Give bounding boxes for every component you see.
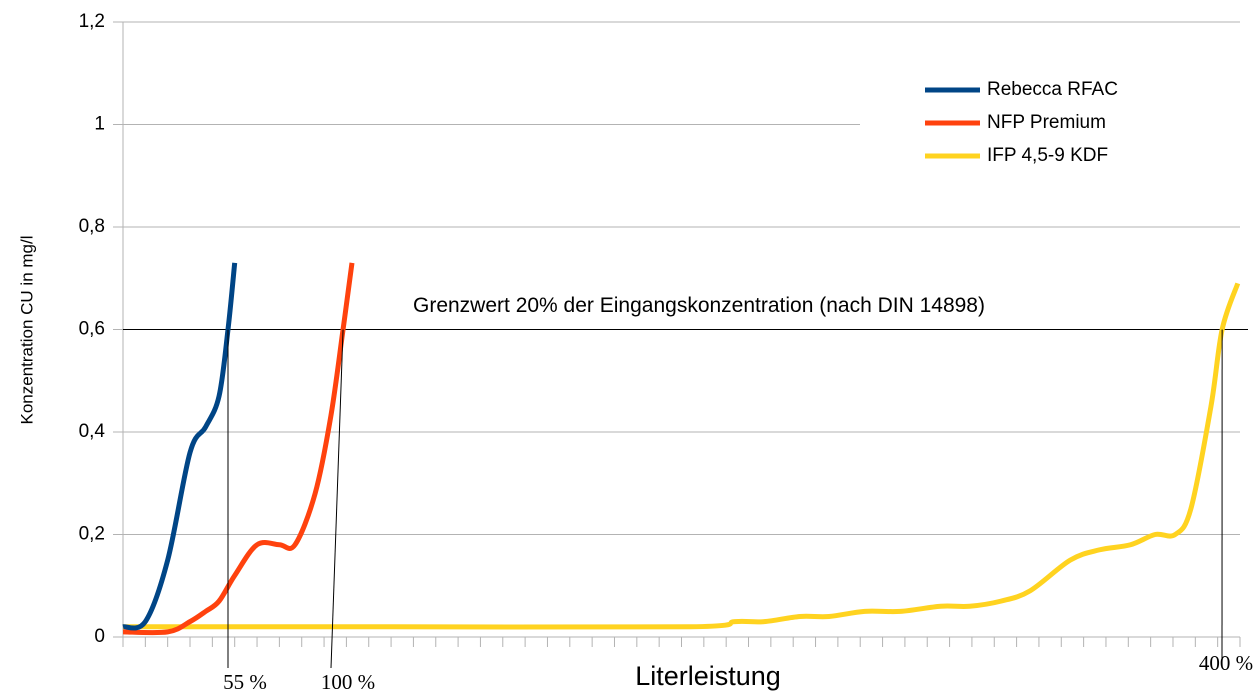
- y-tick-label: 0,8: [79, 216, 105, 237]
- legend-box: [860, 68, 1240, 188]
- y-tick-label: 1: [94, 114, 105, 135]
- annotation-label: 400 %: [1199, 651, 1253, 675]
- annotation-label: 55 %: [223, 670, 267, 694]
- threshold-label: Grenzwert 20% der Eingangskonzentration …: [413, 294, 985, 317]
- y-axis-label: Konzentration CU in mg/l: [17, 236, 36, 425]
- annotation-label: 100 %: [321, 670, 375, 694]
- series-line: [122, 282, 1241, 630]
- series-line: [122, 262, 355, 636]
- series-line: [122, 262, 238, 631]
- y-tick-label: 0,6: [79, 319, 105, 340]
- y-tick-label: 0,4: [79, 421, 106, 442]
- legend-label: NFP Premium: [987, 112, 1106, 133]
- y-tick-label: 0: [94, 626, 105, 647]
- legend-label: IFP 4,5-9 KDF: [987, 145, 1108, 166]
- legend-label: Rebecca RFAC: [987, 79, 1118, 100]
- x-axis-label: Literleistung: [635, 661, 781, 691]
- y-tick-label: 0,2: [79, 524, 105, 545]
- y-tick-label: 1,2: [79, 11, 105, 32]
- annotation-line: [330, 329, 344, 669]
